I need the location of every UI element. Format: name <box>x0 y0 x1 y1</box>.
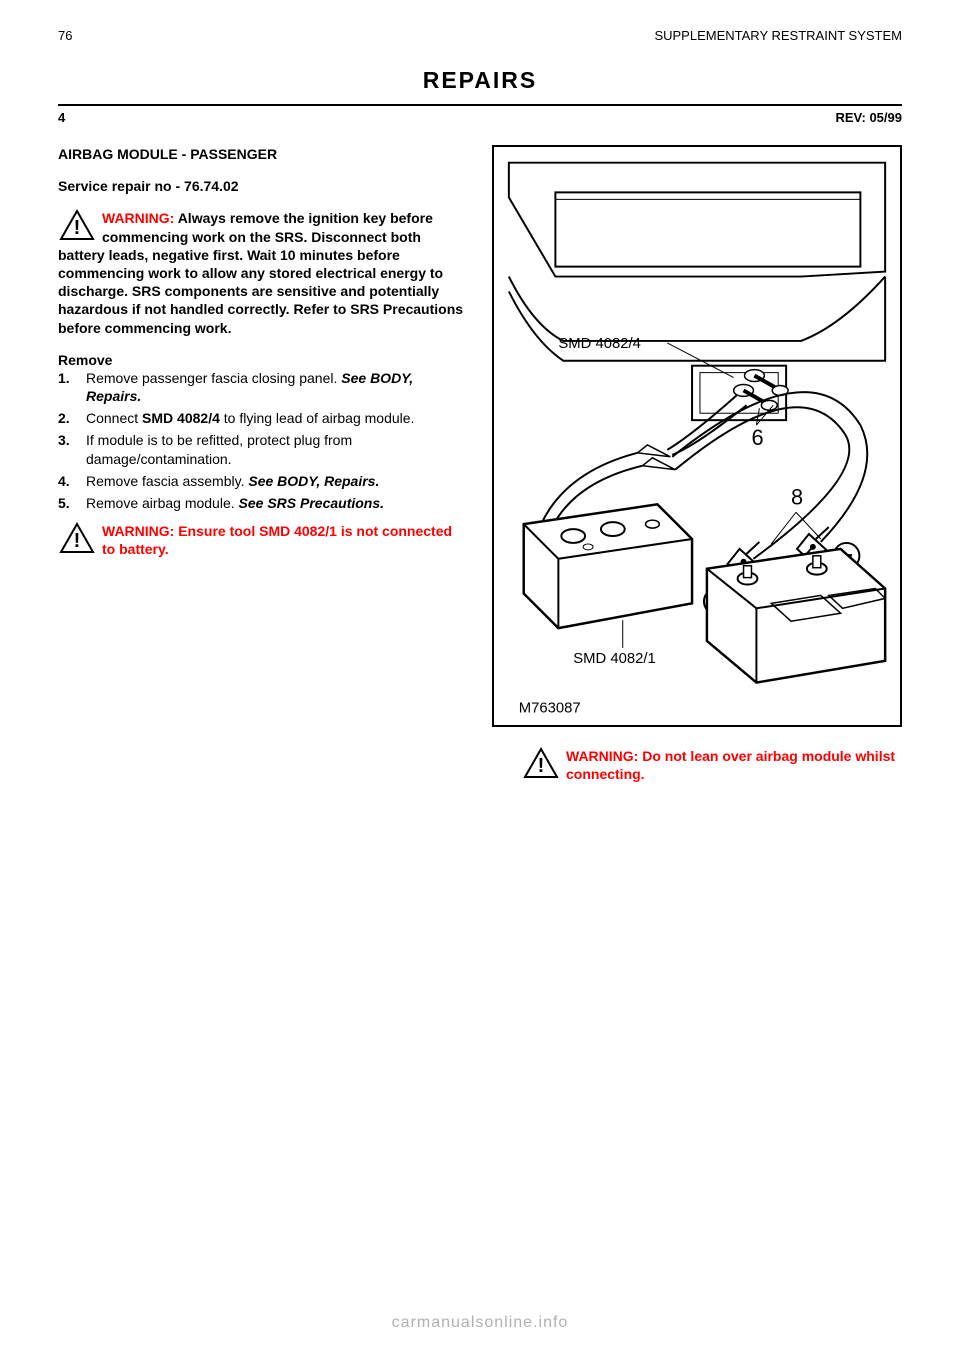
step-num: 5. <box>58 494 86 512</box>
step-text: Remove fascia assembly. See BODY, Repair… <box>86 472 468 490</box>
right-warning-block: ! WARNING: Do not lean over airbag modul… <box>492 747 902 783</box>
step-5: 5. Remove airbag module. See SRS Precaut… <box>58 494 468 512</box>
step-text: Connect SMD 4082/4 to flying lead of air… <box>86 409 468 427</box>
steps-list: 1. Remove passenger fascia closing panel… <box>58 369 468 512</box>
page-header: 76 SUPPLEMENTARY RESTRAINT SYSTEM <box>0 0 960 43</box>
warning-block-1: ! WARNING: Always remove the ignition ke… <box>58 209 468 336</box>
step-1: 1. Remove passenger fascia closing panel… <box>58 369 468 405</box>
header-left-number: 76 <box>58 28 72 43</box>
section-left: 4 <box>58 110 65 125</box>
warning-triangle-icon: ! <box>522 747 560 781</box>
step-3: 3. If module is to be refitted, protect … <box>58 431 468 467</box>
main-content: AIRBAG MODULE - PASSENGER Service repair… <box>0 125 960 783</box>
label-8: 8 <box>791 484 803 509</box>
footer-watermark: carmanualsonline.info <box>0 1314 960 1332</box>
connector-group-6 <box>734 370 788 411</box>
warning-block-2: ! WARNING: Ensure tool SMD 4082/1 is not… <box>58 522 468 558</box>
step-text: Remove airbag module. See SRS Precaution… <box>86 494 468 512</box>
figure-id: M763087 <box>519 700 581 716</box>
step-num: 1. <box>58 369 86 405</box>
svg-text:!: ! <box>74 530 81 552</box>
warning-label-2: WARNING: <box>102 523 174 539</box>
page-title-block: REPAIRS <box>0 67 960 94</box>
battery <box>707 549 885 683</box>
svg-text:!: ! <box>74 217 81 239</box>
warning-label-1: WARNING: <box>102 210 174 226</box>
left-column: AIRBAG MODULE - PASSENGER Service repair… <box>58 145 468 783</box>
step-text: If module is to be refitted, protect plu… <box>86 431 468 467</box>
header-right-title: SUPPLEMENTARY RESTRAINT SYSTEM <box>654 28 902 43</box>
svg-text:!: ! <box>538 755 545 777</box>
see-ref: See SRS Precautions. <box>239 495 385 511</box>
page-title: REPAIRS <box>423 67 538 93</box>
warning-label-right: WARNING: <box>566 748 638 764</box>
section-right: REV: 05/99 <box>836 110 903 125</box>
step-2: 2. Connect SMD 4082/4 to flying lead of … <box>58 409 468 427</box>
label-6: 6 <box>751 425 763 450</box>
step-4: 4. Remove fascia assembly. See BODY, Rep… <box>58 472 468 490</box>
warning-triangle-icon: ! <box>58 522 96 556</box>
remove-heading: Remove <box>58 351 468 369</box>
step-num: 4. <box>58 472 86 490</box>
diagram-svg: SMD 4082/4 6 <box>494 147 900 725</box>
warning-triangle-icon: ! <box>58 209 96 243</box>
label-smd-4082-4: SMD 4082/4 <box>558 336 641 352</box>
section-header: 4 REV: 05/99 <box>0 106 960 125</box>
step-text: Remove passenger fascia closing panel. S… <box>86 369 468 405</box>
step-num: 2. <box>58 409 86 427</box>
see-ref: See BODY, Repairs. <box>248 473 379 489</box>
module-heading: AIRBAG MODULE - PASSENGER <box>58 145 468 163</box>
warning-text-1: Always remove the ignition key before co… <box>58 210 463 335</box>
step-num: 3. <box>58 431 86 467</box>
tool-box <box>524 504 692 628</box>
label-smd-4082-1: SMD 4082/1 <box>573 651 656 667</box>
right-column: SMD 4082/4 6 <box>492 145 902 783</box>
figure-diagram: SMD 4082/4 6 <box>492 145 902 727</box>
service-repair-no: Service repair no - 76.74.02 <box>58 177 468 195</box>
